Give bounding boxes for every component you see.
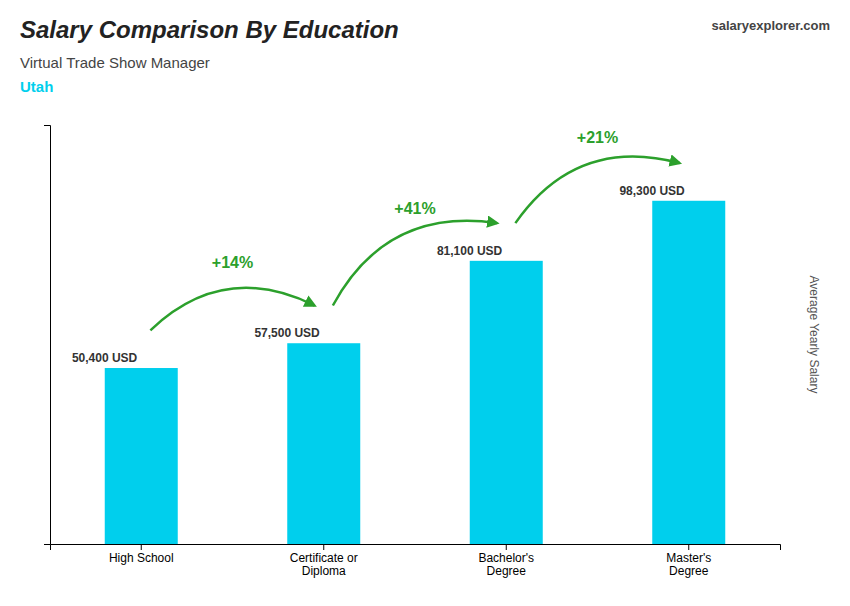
y-axis-line: [44, 126, 51, 545]
value-label: 50,400 USD: [72, 351, 138, 365]
y-axis-title: Average Yearly Salary: [807, 276, 821, 394]
x-tick: Certificate orDiploma: [290, 544, 358, 578]
value-label: 57,500 USD: [254, 326, 320, 340]
bar: [287, 343, 360, 544]
value-label: 98,300 USD: [619, 184, 685, 198]
x-axis-line: [51, 545, 781, 551]
change-arrow: [150, 288, 314, 330]
location: Utah: [20, 78, 53, 95]
change-label: +41%: [394, 200, 435, 217]
bar: [470, 261, 543, 544]
x-tick-label: Certificate orDiploma: [290, 551, 358, 579]
x-tick-mark: [323, 544, 324, 550]
x-tick-label: High School: [109, 551, 174, 565]
x-tick-label: Master'sDegree: [666, 551, 711, 579]
change-label: +21%: [577, 129, 618, 146]
bars: [105, 201, 726, 544]
x-tick-label-line: Master's: [666, 551, 711, 565]
x-tick-label-line: Certificate or: [290, 551, 358, 565]
change-arrow: [333, 221, 497, 306]
plot: High School Certificate orDiploma Bachelor…: [44, 126, 781, 579]
value-label: 81,100 USD: [437, 244, 503, 258]
x-tick-label-line: Degree: [487, 564, 527, 578]
x-tick-mark: [141, 544, 142, 550]
x-axis: High School Certificate orDiploma Bachelor…: [51, 544, 781, 578]
x-tick-label-line: Diploma: [302, 564, 346, 578]
title: Salary Comparison By Education: [20, 16, 399, 43]
value-labels: 50,400 USD 57,500 USD 81,100 USD 98,300 USD: [72, 184, 685, 365]
bar: [105, 368, 178, 544]
x-tick: Master'sDegree: [666, 544, 711, 578]
chart: Salary Comparison By Education Virtual Tr…: [0, 0, 850, 606]
change-label: +14%: [212, 254, 253, 271]
x-tick-label-line: Bachelor's: [478, 551, 534, 565]
site-brand: salaryexplorer.com: [711, 18, 830, 33]
y-axis: [44, 126, 51, 545]
x-tick-mark: [688, 544, 689, 550]
x-tick-label-line: High School: [109, 551, 174, 565]
bar: [652, 201, 725, 544]
change-arrow: [515, 157, 679, 224]
x-tick: Bachelor'sDegree: [478, 544, 534, 578]
x-tick-label: Bachelor'sDegree: [478, 551, 534, 579]
change-arrows: +14% +41% +21%: [150, 129, 679, 330]
subtitle: Virtual Trade Show Manager: [20, 54, 210, 71]
x-tick-label-line: Degree: [669, 564, 709, 578]
x-tick: High School: [109, 544, 174, 565]
x-tick-mark: [506, 544, 507, 550]
